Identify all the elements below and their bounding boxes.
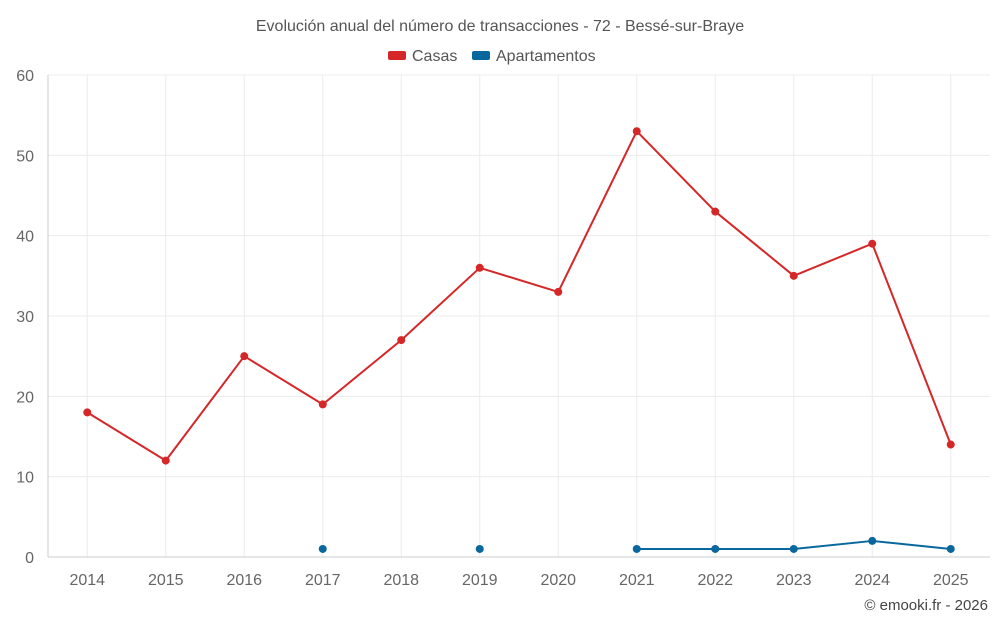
- data-point-apartamentos-2022[interactable]: [711, 544, 720, 553]
- series-apartamentos: [318, 536, 955, 553]
- y-tick-label: 30: [16, 309, 34, 326]
- data-point-apartamentos-2019[interactable]: [475, 544, 484, 553]
- data-point-casas-2014[interactable]: [83, 408, 92, 417]
- data-point-casas-2023[interactable]: [789, 271, 798, 280]
- x-tick-label: 2017: [305, 572, 341, 589]
- x-tick-label: 2020: [540, 572, 576, 589]
- x-tick-label: 2023: [776, 572, 812, 589]
- legend-item-apartamentos[interactable]: Apartamentos: [472, 48, 596, 65]
- x-tick-label: 2018: [383, 572, 419, 589]
- data-point-casas-2019[interactable]: [475, 263, 484, 272]
- data-point-casas-2017[interactable]: [318, 400, 327, 409]
- data-point-apartamentos-2023[interactable]: [789, 544, 798, 553]
- x-tick-label: 2019: [462, 572, 498, 589]
- legend[interactable]: Casas Apartamentos: [388, 48, 596, 65]
- y-tick-label: 10: [16, 470, 34, 487]
- legend-item-casas[interactable]: Casas: [388, 48, 457, 65]
- x-tick-label: 2021: [619, 572, 655, 589]
- data-point-casas-2025[interactable]: [946, 440, 955, 449]
- y-tick-label: 0: [25, 550, 34, 567]
- data-point-casas-2016[interactable]: [240, 352, 249, 361]
- chart-title: Evolución anual del número de transaccio…: [256, 18, 744, 35]
- y-tick-label: 50: [16, 148, 34, 165]
- x-tick-label: 2025: [933, 572, 969, 589]
- x-tick-label: 2015: [148, 572, 184, 589]
- data-point-casas-2022[interactable]: [711, 207, 720, 216]
- credit-text: © emooki.fr - 2026: [864, 597, 988, 614]
- data-point-apartamentos-2021[interactable]: [632, 544, 641, 553]
- legend-label-apartamentos: Apartamentos: [496, 48, 596, 65]
- data-point-casas-2018[interactable]: [397, 336, 406, 345]
- gridlines: [48, 74, 990, 557]
- x-tick-label: 2022: [697, 572, 733, 589]
- y-tick-label: 60: [16, 68, 34, 85]
- x-tick-label: 2016: [226, 572, 262, 589]
- legend-swatch-apartamentos: [472, 51, 490, 60]
- series-line-casas: [86, 130, 952, 462]
- series: [83, 127, 955, 553]
- data-point-apartamentos-2024[interactable]: [868, 536, 877, 545]
- x-tick-label: 2014: [69, 572, 105, 589]
- data-point-apartamentos-2017[interactable]: [318, 544, 327, 553]
- y-tick-label: 40: [16, 229, 34, 246]
- series-casas: [83, 127, 955, 465]
- axes: 0 10 20 30 40 50 60 2014 2015 2016 2017 2018 2019 202…: [16, 68, 990, 589]
- x-tick-label: 2024: [854, 572, 890, 589]
- legend-swatch-casas: [388, 51, 406, 60]
- data-point-casas-2024[interactable]: [868, 239, 877, 248]
- data-point-casas-2020[interactable]: [554, 287, 563, 296]
- legend-label-casas: Casas: [412, 48, 457, 65]
- data-point-apartamentos-2025[interactable]: [946, 544, 955, 553]
- y-tick-label: 20: [16, 389, 34, 406]
- data-point-casas-2021[interactable]: [632, 127, 641, 136]
- data-point-casas-2015[interactable]: [161, 456, 170, 465]
